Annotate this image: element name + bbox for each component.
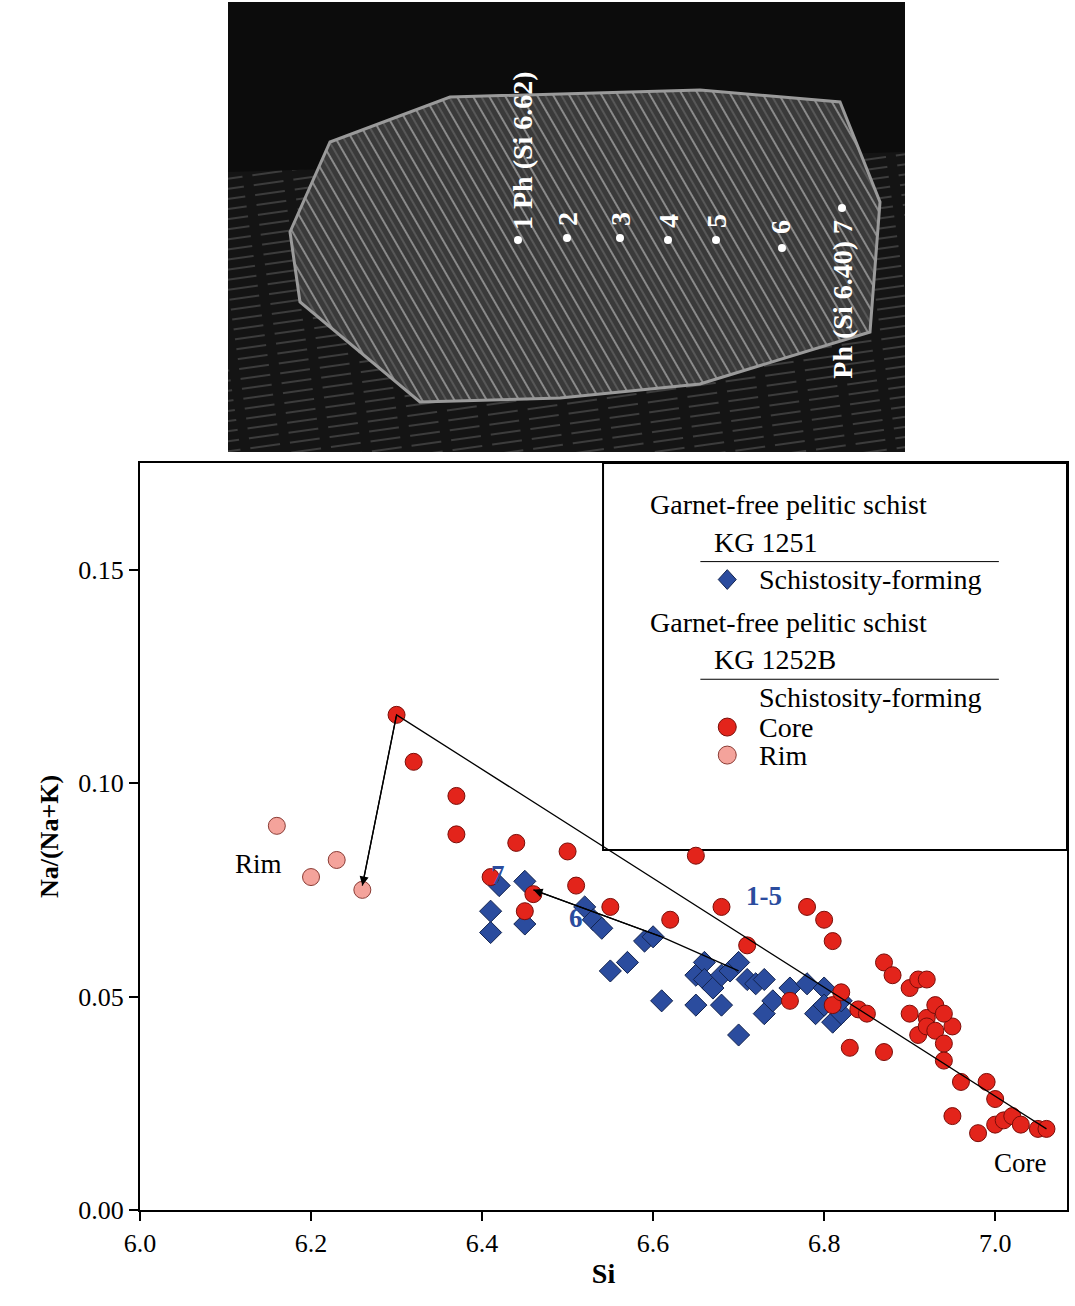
- svg-text:6.4: 6.4: [466, 1229, 499, 1258]
- svg-text:3: 3: [605, 212, 636, 226]
- svg-text:Garnet-free pelitic schist: Garnet-free pelitic schist: [650, 489, 927, 520]
- svg-text:0.10: 0.10: [78, 769, 124, 798]
- svg-text:KG 1251: KG 1251: [714, 527, 817, 558]
- svg-text:1-5: 1-5: [746, 881, 782, 911]
- svg-text:6.2: 6.2: [295, 1229, 328, 1258]
- svg-text:7: 7: [491, 860, 505, 890]
- svg-text:Core: Core: [994, 1148, 1047, 1178]
- svg-text:7.0: 7.0: [979, 1229, 1012, 1258]
- svg-text:0.15: 0.15: [78, 556, 124, 585]
- svg-text:Schistosity-forming: Schistosity-forming: [759, 564, 981, 595]
- svg-text:6.0: 6.0: [124, 1229, 157, 1258]
- svg-text:6.8: 6.8: [808, 1229, 841, 1258]
- svg-text:4: 4: [653, 214, 684, 228]
- svg-text:0.05: 0.05: [78, 983, 124, 1012]
- svg-text:6.6: 6.6: [637, 1229, 670, 1258]
- svg-text:Ph (Si 6.40) 7: Ph (Si 6.40) 7: [827, 220, 858, 379]
- svg-text:Core: Core: [759, 712, 813, 743]
- svg-text:Na/(Na+K): Na/(Na+K): [35, 775, 64, 898]
- svg-text:5: 5: [701, 214, 732, 228]
- svg-text:Rim: Rim: [759, 740, 807, 771]
- svg-text:6: 6: [765, 220, 796, 234]
- svg-text:Schistosity-forming: Schistosity-forming: [759, 682, 981, 713]
- svg-text:Rim: Rim: [235, 849, 282, 879]
- svg-text:KG 1252B: KG 1252B: [714, 644, 836, 675]
- svg-text:1 Ph (Si 6.62): 1 Ph (Si 6.62): [507, 71, 538, 230]
- svg-text:2: 2: [552, 212, 583, 226]
- svg-text:6: 6: [569, 903, 583, 933]
- svg-text:0.00: 0.00: [78, 1196, 124, 1225]
- svg-text:Garnet-free pelitic schist: Garnet-free pelitic schist: [650, 607, 927, 638]
- svg-text:Si: Si: [592, 1258, 616, 1289]
